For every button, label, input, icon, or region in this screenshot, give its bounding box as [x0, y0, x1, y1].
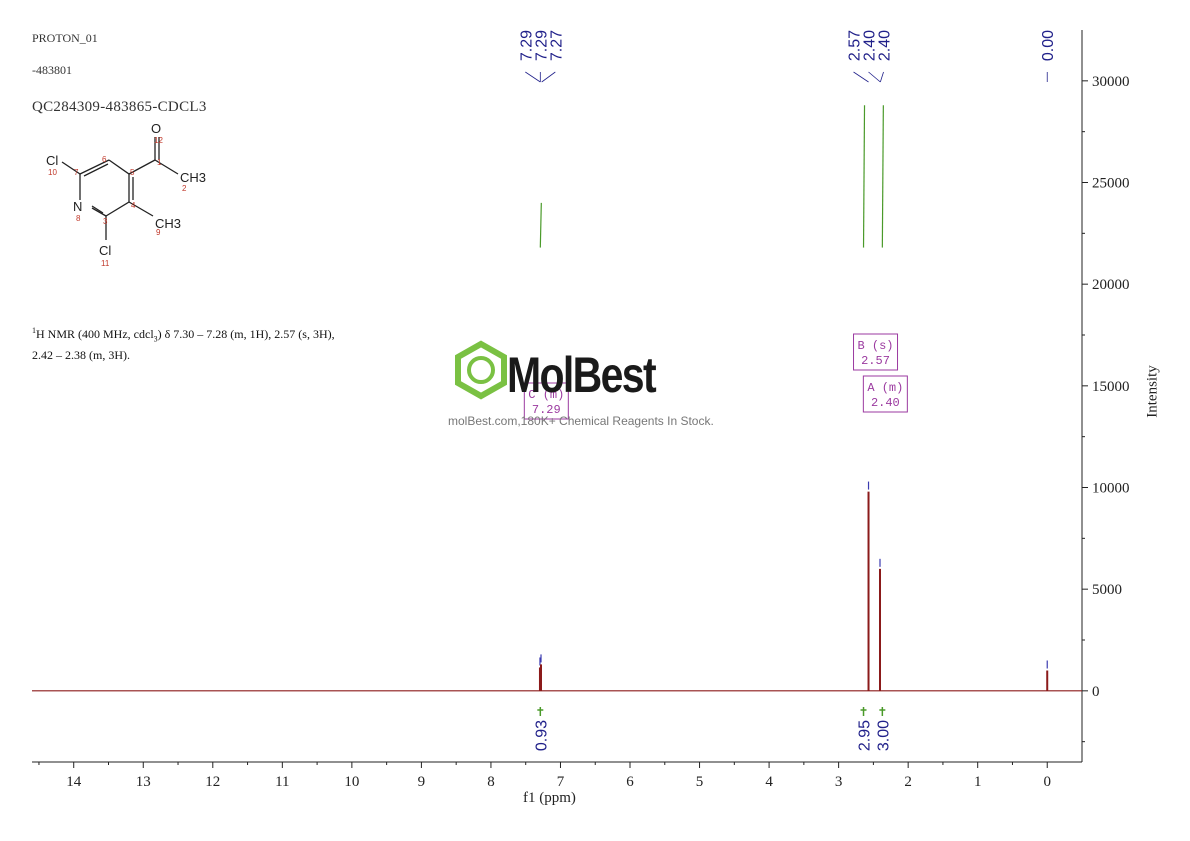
peak-label: 7.29 — [518, 30, 535, 61]
peak-label: 2.40 — [877, 30, 894, 61]
x-tick-label: 11 — [275, 774, 289, 790]
peak-label-connector — [853, 71, 869, 83]
summary-text-part1: H NMR (400 MHz, cdcl — [36, 327, 154, 341]
atom-methyl-2: CH3 — [180, 170, 207, 185]
integral-curve — [862, 105, 866, 248]
x-tick-label: 7 — [557, 774, 565, 790]
peak-label: 7.27 — [548, 30, 565, 61]
x-tick-label: 5 — [696, 774, 704, 790]
integral-value: 3.00 — [875, 720, 892, 751]
multiplet-shift: 2.57 — [861, 354, 890, 368]
multiplet-label: C (m) — [528, 388, 564, 402]
peak-label-connector — [541, 71, 556, 83]
atom-oxygen: O — [151, 121, 162, 136]
peak-label: 7.29 — [533, 30, 550, 61]
watermark-tagline: molBest.com,180K+ Chemical Reagents In S… — [448, 414, 714, 428]
multiplet-label: A (m) — [867, 381, 903, 395]
x-tick-label: 3 — [835, 774, 843, 790]
y-tick-label: 25000 — [1092, 176, 1130, 192]
x-tick-label: 4 — [765, 774, 773, 790]
multiplet-box — [862, 375, 908, 413]
integral-curve — [539, 202, 542, 248]
integral-value: 2.95 — [857, 720, 874, 751]
atom-methyl-9-number: 9 — [156, 228, 161, 237]
multiplet-box — [523, 382, 569, 420]
atom-nitrogen: N — [73, 199, 83, 214]
sample-name: QC284309-483865-CDCL3 — [32, 99, 207, 115]
x-tick-label: 0 — [1043, 774, 1051, 790]
x-tick-label: 14 — [66, 774, 82, 790]
multiplet-shift: 7.29 — [532, 403, 561, 417]
atom-chlorine-11-number: 11 — [101, 259, 110, 268]
peak-label-connector — [879, 71, 884, 83]
x-tick-label: 8 — [487, 774, 495, 790]
peak-label: 2.57 — [847, 30, 864, 61]
y-axis-title: Intensity — [1144, 365, 1161, 418]
ring-number-7: 7 — [74, 168, 79, 177]
summary-text-line2: 2.42 – 2.38 (m, 3H). — [32, 348, 130, 363]
peak-label-connector — [868, 71, 881, 83]
x-tick-label: 6 — [626, 774, 634, 790]
x-axis-title: f1 (ppm) — [523, 790, 576, 806]
atom-methyl-9: CH3 — [155, 216, 182, 231]
atom-methyl-2-number: 2 — [182, 184, 187, 193]
experiment-name: PROTON_01 — [32, 31, 98, 45]
multiplet-label: B (s) — [858, 339, 894, 353]
ring-number-5: 5 — [130, 168, 135, 177]
nmr-summary: 1H NMR (400 MHz, cdcl3) δ 7.30 – 7.28 (m… — [32, 322, 432, 364]
atom-nitrogen-number: 8 — [76, 214, 81, 223]
peak-label: 2.40 — [862, 30, 879, 61]
multiplet-box — [853, 333, 899, 371]
summary-text-part2: ) δ 7.30 – 7.28 (m, 1H), 2.57 (s, 3H), — [157, 327, 335, 341]
atom-oxygen-number: 12 — [154, 136, 163, 145]
atom-chlorine-10-number: 10 — [48, 168, 57, 177]
y-tick-label: 10000 — [1092, 481, 1130, 497]
x-tick-label: 9 — [418, 774, 426, 790]
ring-number-4: 4 — [131, 201, 136, 210]
y-tick-label: 15000 — [1092, 379, 1130, 395]
x-tick-label: 13 — [136, 774, 151, 790]
integral-value: 0.93 — [533, 720, 550, 751]
molbest-logo-icon — [455, 340, 507, 400]
atom-chlorine-11: Cl — [99, 243, 112, 258]
x-tick-label: 12 — [205, 774, 220, 790]
atom-chlorine-10: Cl — [46, 153, 59, 168]
summary-superscript: 1 — [32, 326, 36, 335]
peak-label-connector — [525, 71, 541, 83]
y-tick-label: 5000 — [1092, 582, 1122, 598]
y-tick-label: 0 — [1092, 684, 1100, 700]
summary-subscript: 3 — [153, 334, 158, 344]
ring-number-1: 1 — [157, 158, 162, 167]
x-tick-label: 1 — [974, 774, 982, 790]
x-tick-label: 10 — [344, 774, 359, 790]
ring-number-6: 6 — [102, 155, 107, 164]
y-tick-label: 30000 — [1092, 74, 1130, 90]
multiplet-shift: 2.40 — [871, 396, 900, 410]
y-tick-label: 20000 — [1092, 277, 1130, 293]
x-tick-label: 2 — [904, 774, 912, 790]
integral-curve — [881, 105, 884, 248]
peak-label: 0.00 — [1040, 30, 1057, 61]
ring-number-3: 3 — [103, 217, 108, 226]
experiment-id: -483801 — [32, 63, 72, 77]
watermark-brand: MolBest — [507, 347, 657, 403]
